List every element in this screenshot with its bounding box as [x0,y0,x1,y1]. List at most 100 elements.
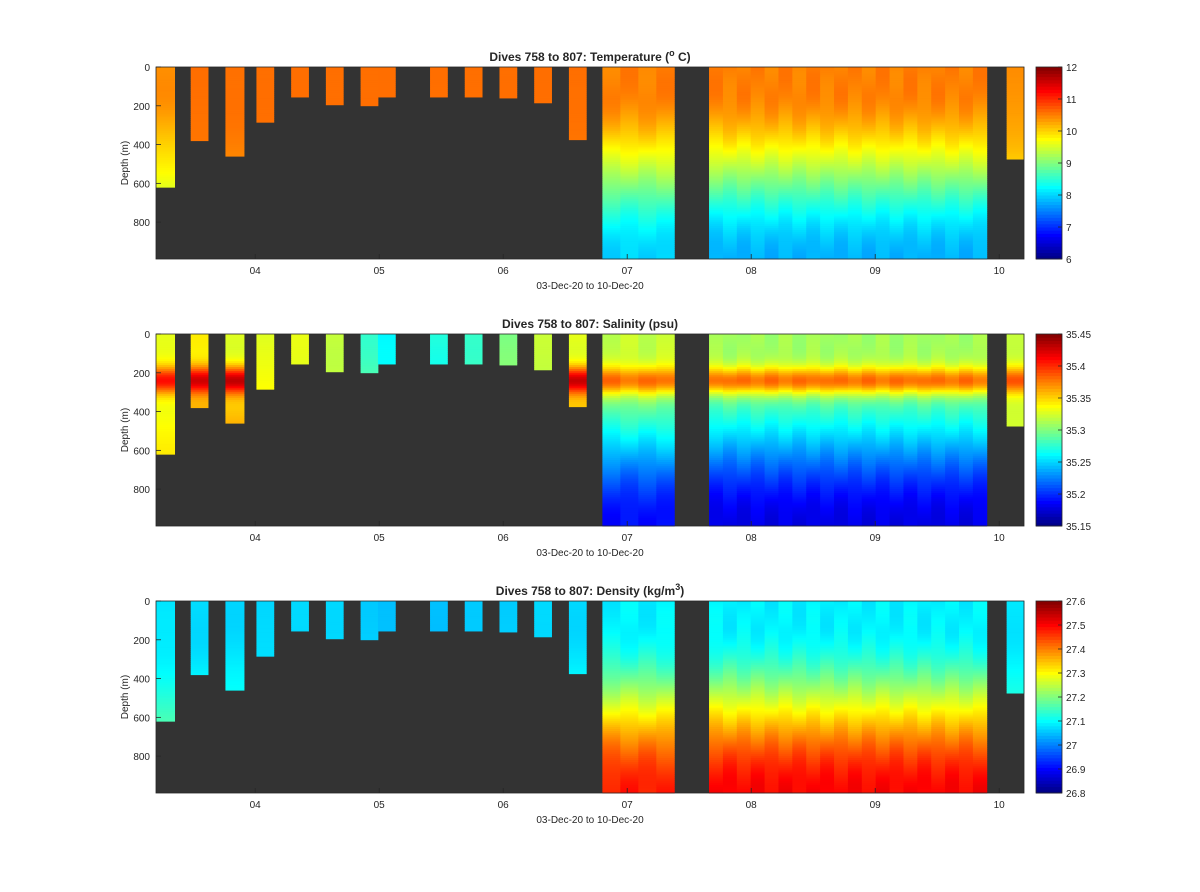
data-cell [834,396,849,399]
data-cell [875,86,890,89]
data-cell [972,233,988,237]
data-cell [464,88,483,91]
data-cell [750,378,765,381]
data-cell [190,67,209,70]
data-cell [834,84,849,87]
data-cell [602,146,621,149]
data-cell [656,134,675,138]
data-cell [656,177,675,180]
data-cell [750,76,765,80]
data-cell [778,386,793,389]
data-cell [325,76,344,80]
data-cell [750,427,765,430]
data-cell [806,462,821,465]
data-cell [834,334,849,337]
data-cell [656,185,675,188]
data-cell [931,177,946,180]
data-cell [917,111,932,114]
data-cell [620,475,639,478]
data-cell [903,78,918,81]
data-cell [709,508,724,511]
data-cell [820,88,835,91]
data-cell [931,241,946,244]
data-cell [959,181,974,184]
dive-profile [156,334,175,455]
data-cell [875,359,890,362]
data-cell [602,496,621,500]
data-cell [861,508,877,511]
data-cell [722,241,738,244]
data-cell [602,417,621,420]
data-cell [792,202,807,206]
data-cell [602,353,621,356]
data-cell [820,243,835,246]
data-cell [722,355,738,358]
data-cell [972,195,988,198]
data-cell [847,140,863,144]
data-cell [534,68,552,72]
data-cell [931,247,946,250]
data-cell [764,522,779,525]
data-cell [792,500,807,504]
colorbar-segment [1036,198,1062,202]
data-cell [931,119,946,122]
data-cell [764,359,779,362]
data-cell [722,520,738,523]
data-cell [861,158,877,161]
data-cell [736,366,752,370]
colorbar-segment [1036,156,1062,161]
data-cell [972,96,988,99]
data-cell [638,67,657,70]
data-cell [656,467,675,471]
data-cell [847,257,863,260]
data-cell [602,438,621,442]
data-cell [889,94,904,97]
data-cell [360,80,379,83]
data-cell [834,78,849,81]
data-cell [847,477,863,480]
data-cell [778,479,793,482]
data-cell [889,123,904,126]
data-cell [792,216,807,219]
data-cell [764,163,779,167]
data-cell [778,399,793,403]
data-cell [602,212,621,215]
data-cell [656,127,675,130]
data-cell [499,68,518,72]
data-cell [931,231,946,235]
data-cell [847,462,863,465]
data-cell [750,522,765,525]
data-cell [834,226,849,229]
data-cell [764,169,779,173]
data-cell [568,384,587,387]
data-cell [638,401,657,405]
data-cell [889,96,904,99]
data-cell [764,485,779,488]
data-cell [847,251,863,254]
data-cell [764,440,779,444]
data-cell [638,109,657,113]
data-cell [722,489,738,492]
data-cell [534,80,552,83]
data-cell [620,107,639,111]
data-cell [806,253,821,256]
data-cell [972,129,988,132]
data-cell [750,500,765,504]
data-cell [875,403,890,407]
data-cell [903,101,918,105]
data-cell [792,111,807,114]
data-cell [499,349,518,352]
data-cell [709,237,724,241]
data-cell [256,90,275,93]
data-cell [903,195,918,198]
data-cell [750,183,765,186]
data-cell [602,189,621,192]
data-cell [889,92,904,95]
data-cell [1006,125,1025,128]
data-cell [464,335,483,339]
data-cell [792,452,807,455]
data-cell [889,392,904,395]
data-cell [806,243,821,246]
data-cell [764,193,779,196]
colorbar-segment [1036,246,1062,250]
